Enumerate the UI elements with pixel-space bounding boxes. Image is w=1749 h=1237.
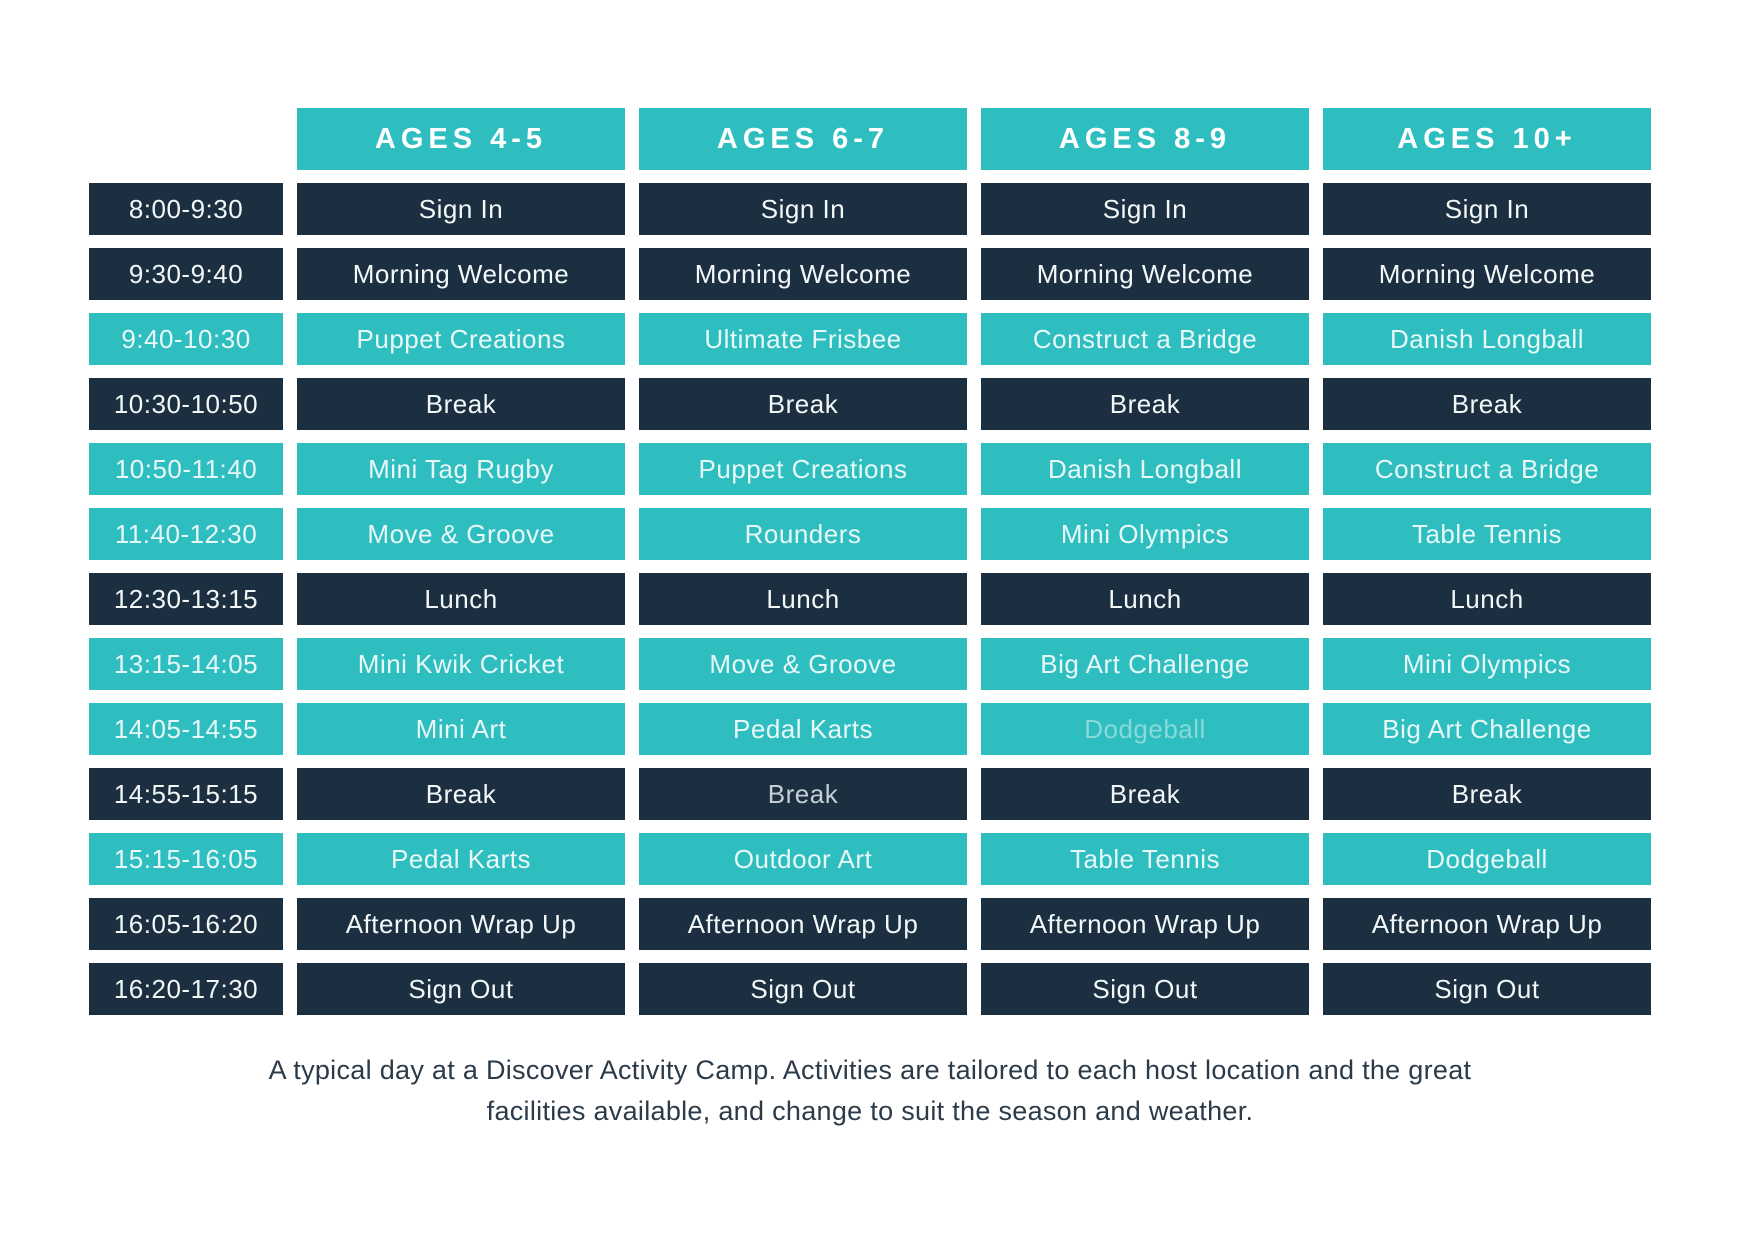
time-cell: 16:05-16:20 [89, 898, 283, 950]
activity-cell: Table Tennis [981, 833, 1309, 885]
activity-cell: Lunch [297, 573, 625, 625]
activity-cell: Puppet Creations [297, 313, 625, 365]
caption-line-2: facilities available, and change to suit… [486, 1096, 1254, 1126]
activity-cell: Big Art Challenge [981, 638, 1309, 690]
activity-cell: Dodgeball [1323, 833, 1651, 885]
activity-cell: Sign Out [1323, 963, 1651, 1015]
activity-cell: Afternoon Wrap Up [1323, 898, 1651, 950]
time-cell: 8:00-9:30 [89, 183, 283, 235]
time-cell: 11:40-12:30 [89, 508, 283, 560]
activity-cell: Mini Tag Rugby [297, 443, 625, 495]
time-cell: 14:05-14:55 [89, 703, 283, 755]
activity-cell: Mini Olympics [981, 508, 1309, 560]
activity-cell: Morning Welcome [981, 248, 1309, 300]
time-cell: 12:30-13:15 [89, 573, 283, 625]
age-header-8-9: AGES 8-9 [981, 108, 1309, 170]
activity-cell: Sign In [981, 183, 1309, 235]
activity-cell: Sign In [639, 183, 967, 235]
time-cell: 9:40-10:30 [89, 313, 283, 365]
activity-cell: Dodgeball [981, 703, 1309, 755]
time-cell: 9:30-9:40 [89, 248, 283, 300]
schedule-table: AGES 4-5 AGES 6-7 AGES 8-9 AGES 10+ 8:00… [89, 108, 1651, 1015]
activity-cell: Morning Welcome [639, 248, 967, 300]
activity-cell: Break [1323, 378, 1651, 430]
activity-cell: Break [297, 768, 625, 820]
time-cell: 14:55-15:15 [89, 768, 283, 820]
time-cell: 16:20-17:30 [89, 963, 283, 1015]
activity-cell: Danish Longball [981, 443, 1309, 495]
activity-cell: Lunch [639, 573, 967, 625]
activity-cell: Afternoon Wrap Up [297, 898, 625, 950]
activity-cell: Mini Olympics [1323, 638, 1651, 690]
time-cell: 10:30-10:50 [89, 378, 283, 430]
activity-cell: Break [1323, 768, 1651, 820]
time-cell: 13:15-14:05 [89, 638, 283, 690]
activity-cell: Afternoon Wrap Up [981, 898, 1309, 950]
corner-spacer [89, 108, 283, 170]
activity-cell: Sign In [1323, 183, 1651, 235]
activity-cell: Break [981, 768, 1309, 820]
activity-cell: Pedal Karts [639, 703, 967, 755]
caption: A typical day at a Discover Activity Cam… [89, 1050, 1651, 1132]
activity-cell: Sign In [297, 183, 625, 235]
time-cell: 10:50-11:40 [89, 443, 283, 495]
activity-cell: Pedal Karts [297, 833, 625, 885]
age-header-10plus: AGES 10+ [1323, 108, 1651, 170]
activity-cell: Morning Welcome [1323, 248, 1651, 300]
time-cell: 15:15-16:05 [89, 833, 283, 885]
age-header-4-5: AGES 4-5 [297, 108, 625, 170]
activity-cell: Move & Groove [639, 638, 967, 690]
activity-cell: Ultimate Frisbee [639, 313, 967, 365]
activity-cell: Lunch [1323, 573, 1651, 625]
activity-cell: Construct a Bridge [1323, 443, 1651, 495]
activity-cell: Break [297, 378, 625, 430]
activity-cell: Construct a Bridge [981, 313, 1309, 365]
activity-cell: Mini Art [297, 703, 625, 755]
activity-cell: Mini Kwik Cricket [297, 638, 625, 690]
caption-line-1: A typical day at a Discover Activity Cam… [268, 1055, 1472, 1085]
activity-cell: Sign Out [639, 963, 967, 1015]
activity-cell: Afternoon Wrap Up [639, 898, 967, 950]
activity-cell: Sign Out [297, 963, 625, 1015]
activity-cell: Break [639, 768, 967, 820]
activity-cell: Break [981, 378, 1309, 430]
activity-cell: Big Art Challenge [1323, 703, 1651, 755]
activity-cell: Outdoor Art [639, 833, 967, 885]
activity-cell: Rounders [639, 508, 967, 560]
activity-cell: Puppet Creations [639, 443, 967, 495]
activity-cell: Morning Welcome [297, 248, 625, 300]
age-header-6-7: AGES 6-7 [639, 108, 967, 170]
activity-cell: Danish Longball [1323, 313, 1651, 365]
activity-cell: Sign Out [981, 963, 1309, 1015]
activity-cell: Break [639, 378, 967, 430]
activity-cell: Table Tennis [1323, 508, 1651, 560]
activity-cell: Lunch [981, 573, 1309, 625]
activity-cell: Move & Groove [297, 508, 625, 560]
